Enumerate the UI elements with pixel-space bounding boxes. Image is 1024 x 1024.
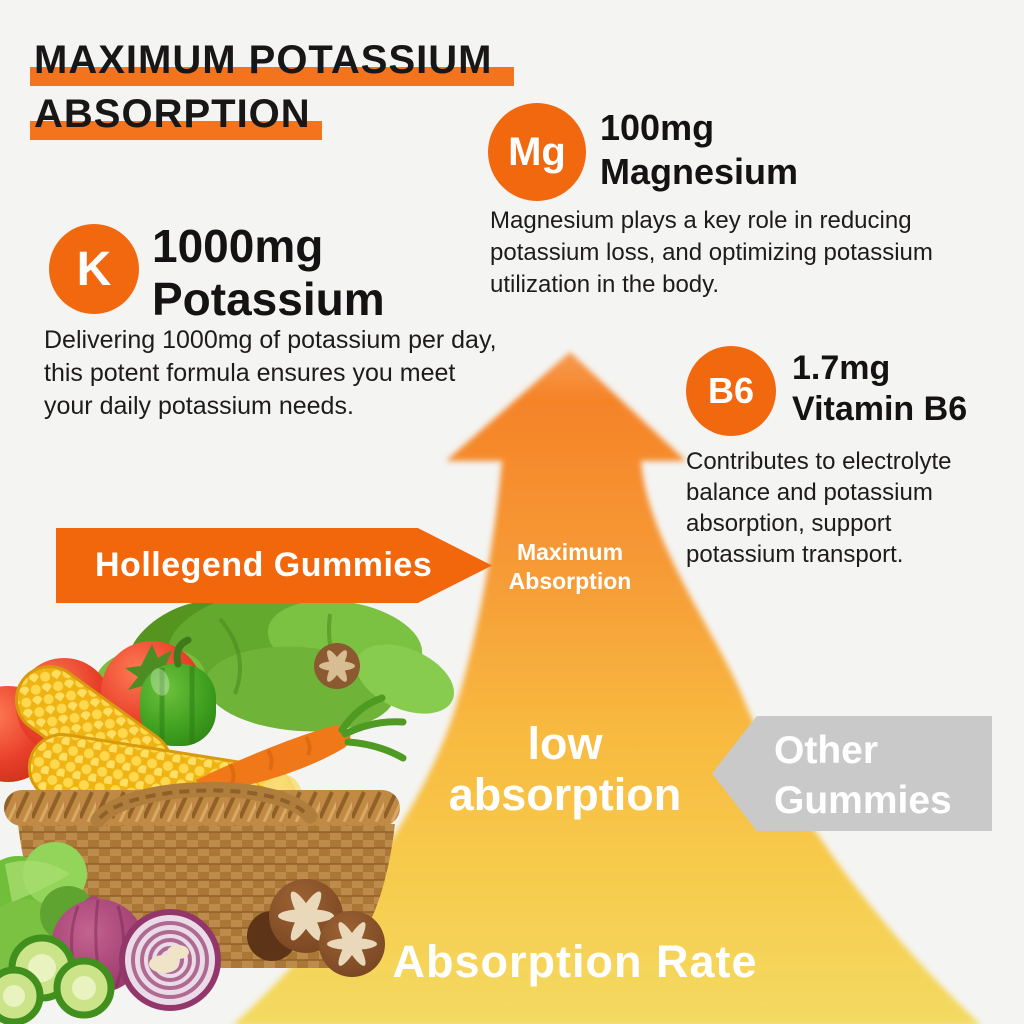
title-highlight-bar: [30, 121, 322, 140]
potassium-symbol: K: [76, 242, 112, 296]
vitamin-b6-description: Contributes to electrolyte balance and p…: [686, 448, 952, 568]
cucumber-slices-icon: [0, 934, 115, 1024]
magnesium-description: Magnesium plays a key role in reducing p…: [490, 207, 933, 298]
other-gummies-banner: Other Gummies: [712, 716, 992, 831]
brand-banner: Hollegend Gummies: [56, 528, 492, 603]
magnesium-badge-icon: Mg: [488, 103, 586, 201]
page-title-line2: ABSORPTION: [34, 92, 311, 136]
potassium-description: Delivering 1000mg of potassium per day, …: [44, 326, 497, 420]
green-pepper-icon: [140, 636, 216, 746]
potassium-badge-icon: K: [49, 224, 139, 314]
vitamin-b6-name: Vitamin B6: [792, 390, 968, 429]
magnesium-symbol: Mg: [508, 129, 566, 174]
vegetable-basket-illustration: [0, 589, 455, 1024]
potassium-heading: 1000mg Potassium: [152, 220, 385, 326]
magnesium-name: Magnesium: [600, 150, 799, 192]
shiitake-mushrooms-icon: [247, 879, 385, 977]
potassium-name: Potassium: [152, 272, 385, 325]
vitamin-b6-amount: 1.7mg: [792, 349, 891, 387]
carrot-icon: [196, 694, 407, 792]
small-mushroom-icon: [314, 643, 360, 689]
vitamin-b6-symbol: B6: [707, 370, 755, 411]
title-highlight-bar: [30, 67, 514, 86]
magnesium-amount: 100mg: [600, 107, 715, 148]
absorption-rate-axis-label: Absorption Rate: [392, 936, 758, 987]
brand-banner-label: Hollegend Gummies: [95, 546, 433, 584]
maximum-absorption-label: Maximum Absorption: [508, 539, 632, 594]
vitamin-b6-heading: 1.7mg Vitamin B6: [792, 348, 967, 431]
page-title-line1: MAXIMUM POTASSIUM: [34, 38, 493, 82]
potassium-amount: 1000mg: [152, 220, 324, 272]
vitamin-b6-badge-icon: B6: [686, 346, 776, 436]
low-absorption-label: low absorption: [448, 718, 682, 820]
magnesium-heading: 100mg Magnesium: [600, 106, 798, 194]
